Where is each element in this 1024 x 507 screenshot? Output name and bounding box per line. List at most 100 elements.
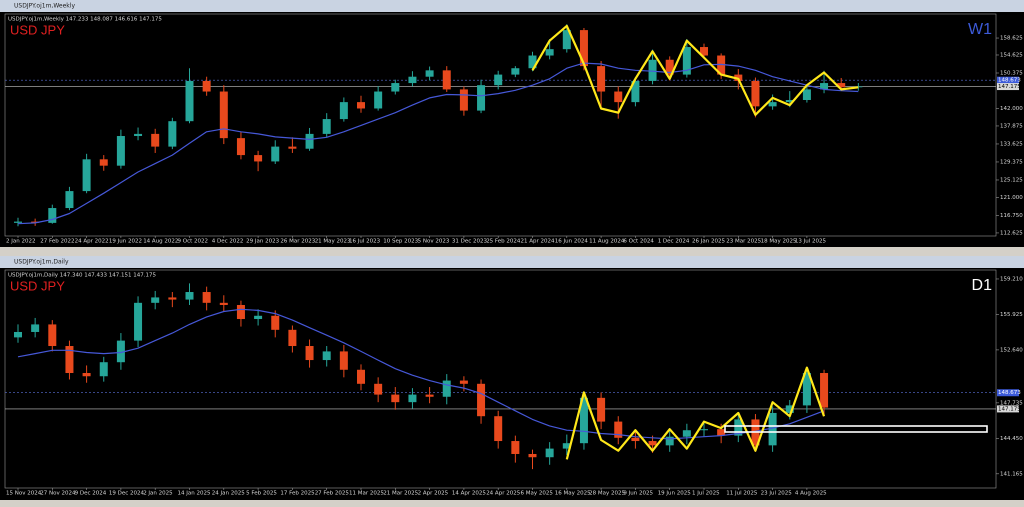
candle-body [717, 55, 726, 75]
candle-body [408, 76, 417, 84]
candle-body [631, 437, 640, 442]
x-tick-label: 11 Jul 2025 [726, 491, 758, 497]
x-tick-label: 21 Apr 2024 [521, 239, 556, 245]
candle-body [477, 383, 486, 417]
candle-body [14, 331, 22, 338]
candle-body [48, 324, 57, 347]
candle-body [837, 83, 846, 88]
candle-body [785, 405, 794, 413]
x-tick-label: 11 Aug 2024 [589, 239, 625, 245]
x-tick-label: 5 Feb 2025 [246, 491, 277, 497]
candle-body [151, 133, 160, 147]
x-tick-label: 6 Oct 2024 [623, 239, 654, 245]
candle-body [682, 47, 691, 75]
x-tick-label: 18 May 2025 [761, 239, 797, 245]
price-tag [997, 83, 1019, 91]
candle-body [82, 159, 91, 192]
timeframe-label: D1 [972, 277, 993, 294]
candle-body [528, 55, 537, 69]
candle-body [322, 351, 331, 361]
candle-body [545, 448, 554, 458]
x-tick-label: 14 Apr 2025 [452, 491, 487, 497]
candle-body [785, 100, 794, 103]
x-tick-label: 4 Aug 2025 [795, 491, 827, 497]
candle-body [511, 441, 520, 454]
x-tick-label: 27 Feb 2025 [315, 491, 350, 497]
price-tag-label: 147.175 [998, 406, 1021, 412]
x-tick-label: 26 Jan 2025 [692, 239, 725, 245]
zone-box [724, 425, 988, 433]
candle-body [528, 453, 537, 458]
x-tick-label: 29 Jan 2023 [246, 239, 279, 245]
chart-area [0, 12, 1024, 247]
x-tick-label: 4 Dec 2022 [212, 239, 244, 245]
candle-body [562, 443, 571, 449]
window-title: USDJPY.oj1m,Daily [14, 259, 69, 266]
candle-body [682, 430, 691, 437]
plot-border [4, 13, 997, 237]
candle-body [339, 102, 348, 120]
candle-body [545, 49, 554, 56]
candle-body [820, 83, 829, 90]
x-tick-label: 27 Nov 2024 [40, 491, 76, 497]
candle-body [151, 297, 160, 303]
y-tick-label: 142.000 [1000, 106, 1023, 112]
candle-body [116, 340, 125, 363]
candle-body [751, 80, 760, 107]
price-tag [997, 76, 1019, 84]
candle-body [442, 70, 451, 90]
candle-body [168, 297, 177, 300]
candle-body [357, 102, 365, 109]
candle-body [631, 80, 640, 103]
candle-body [854, 86, 863, 88]
candle-body [579, 397, 588, 444]
candle-body [820, 373, 829, 408]
x-tick-label: 27 Feb 2022 [40, 239, 74, 245]
candle-body [477, 85, 486, 111]
candle-body [305, 133, 314, 149]
x-tick-label: 24 Jan 2025 [212, 491, 245, 497]
zigzag-line [565, 366, 826, 460]
y-tick-label: 141.165 [1000, 471, 1023, 477]
candle-body [717, 429, 726, 436]
price-tag-label: 148.673 [998, 390, 1021, 396]
candle-body [168, 121, 177, 147]
y-tick-label: 150.375 [1000, 70, 1023, 76]
candle-body [202, 80, 211, 92]
candle-body [648, 59, 657, 81]
timeframe-label: W1 [968, 21, 992, 38]
candle-body [271, 315, 280, 330]
candle-body [768, 102, 777, 107]
candle-body [288, 329, 297, 347]
x-tick-label: 13 Jul 2025 [795, 239, 827, 245]
candle-body [442, 380, 451, 397]
x-tick-label: 16 Jun 2024 [555, 239, 589, 245]
x-tick-label: 2 Jan 2022 [6, 239, 35, 245]
candle-body [768, 412, 777, 446]
x-tick-label: 6 May 2025 [521, 491, 554, 497]
chart-window: USDJPY.oj1m,Weekly USDJPY.oj1m,Weekly 147… [0, 0, 1024, 247]
candle-body [511, 68, 520, 75]
candle-body [665, 436, 674, 446]
candle-body [65, 191, 74, 209]
x-tick-label: 5 Nov 2023 [418, 239, 450, 245]
y-tick-label: 158.625 [1000, 36, 1023, 42]
candle-body [339, 351, 348, 370]
x-tick-label: 25 Feb 2024 [486, 239, 521, 245]
candle-body [700, 47, 708, 56]
x-tick-label: 21 Mar 2025 [383, 491, 418, 497]
candle-body [99, 362, 108, 377]
candle-body [185, 80, 194, 122]
zigzag-line [531, 24, 859, 116]
x-tick-label: 17 Feb 2025 [280, 491, 315, 497]
title-bar [0, 0, 1024, 12]
y-tick-label: 147.735 [1000, 400, 1023, 406]
y-tick-label: 155.925 [1000, 312, 1023, 318]
x-tick-label: 2 Jan 2025 [143, 491, 173, 497]
x-tick-label: 23 Mar 2025 [726, 239, 761, 245]
y-tick-label: 144.450 [1000, 436, 1023, 442]
x-tick-label: 26 Mar 2023 [280, 239, 315, 245]
title-bar [0, 256, 1024, 268]
candle-body [700, 429, 708, 431]
candle-body [82, 373, 91, 377]
